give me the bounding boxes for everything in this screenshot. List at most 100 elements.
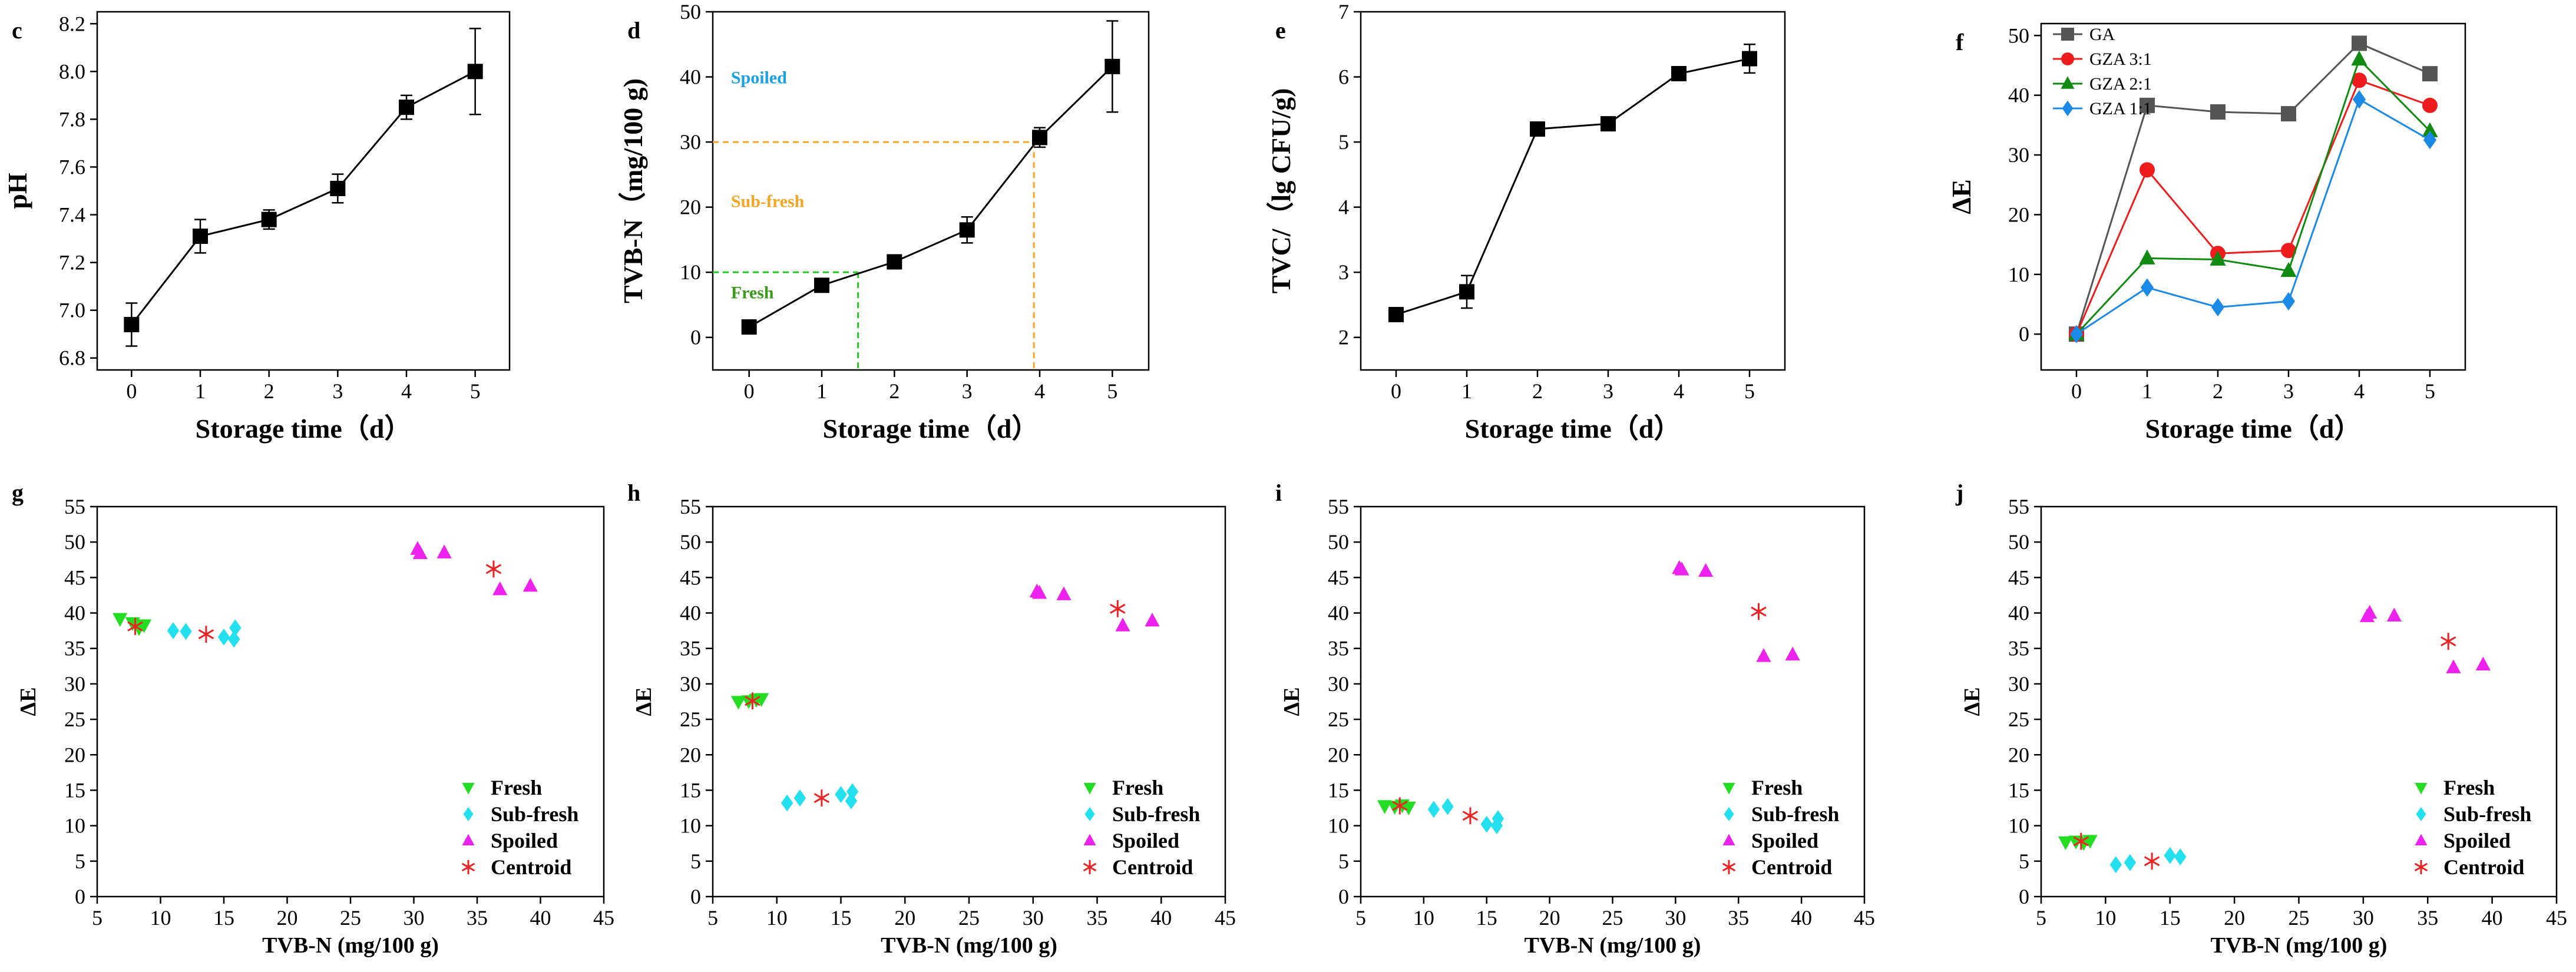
x-axis-title: TVB-N (mg/100 g) [881,933,1057,958]
x-tick-label: 2 [264,379,275,403]
panel-label: c [12,17,22,44]
y-tick-label: 55 [2008,495,2029,518]
x-tick-label: 30 [1023,906,1044,930]
x-axis-title: TVB-N (mg/100 g) [1525,933,1701,958]
x-tick-label: 5 [1744,379,1755,403]
x-tick-label: 0 [126,379,137,403]
data-point [1401,801,1416,816]
x-tick-label: 25 [958,906,980,930]
x-tick-label: 5 [1355,906,1366,930]
x-tick-label: 40 [2482,906,2503,930]
chart-panel-c: 0 1 2 3 4 5 6.8 7.0 7.2 7.4 7.6 7.8 8.0 8.2 Storage ti… [2,11,511,444]
y-tick-label: 10 [2008,814,2029,838]
legend-label: Spoiled [2443,829,2511,852]
legend-label: Sub-fresh [491,802,578,826]
x-tick-label: 15 [831,906,852,930]
legend-marker [2061,28,2074,41]
legend-label: Sub-fresh [1112,802,1200,826]
y-tick-label: 50 [680,0,701,24]
y-tick-label: 15 [680,778,701,802]
data-point [2446,659,2461,673]
y-tick-label: 10 [680,814,701,838]
x-axis-title: Storage time（d） [1465,414,1681,444]
data-point [2281,292,2296,311]
data-point [1459,284,1474,300]
x-tick-label: 20 [1539,906,1560,930]
series-centroid [127,560,502,643]
y-tick-label: 25 [680,707,701,731]
data-point [193,229,208,244]
data-point [1427,801,1440,818]
y-axis-title: ΔE [1279,687,1304,716]
y-tick-label: 45 [64,566,85,589]
x-axis-title: TVB-N (mg/100 g) [262,933,439,958]
x-tick-label: 3 [2283,379,2294,403]
series-spoiled [1029,583,1160,632]
data-point [217,629,230,646]
data-point [437,544,452,558]
data-point [229,619,242,637]
series-ph [124,28,483,347]
chart-panel-e: 0 1 2 3 4 5 2 3 4 5 6 7 Storage time（d） TVC/（lg CFU/g… [1266,0,1786,444]
y-tick-label: 8.0 [59,59,85,83]
y-tick-label: 15 [1328,778,1349,802]
data-point [2351,50,2367,66]
data-point [2058,836,2074,851]
y-tick-label: 5 [1338,849,1349,873]
data-point [1756,648,1771,662]
y-tick-label: 15 [2008,778,2029,802]
y-tick-label: 7.0 [59,299,85,322]
y-tick-label: 7.6 [59,155,85,178]
y-tick-label: 0 [75,885,85,908]
y-tick-label: 30 [680,672,701,696]
y-axis-title: ΔE [1946,179,1976,214]
series-sub-fresh [781,783,859,812]
data-point [180,623,192,640]
legend-marker [461,860,475,874]
x-tick-label: 0 [1391,379,1401,403]
data-point [2422,97,2438,113]
y-tick-label: 50 [2008,24,2029,47]
panel-label: i [1275,480,1282,506]
legend-marker [2061,52,2074,65]
y-axis-title: TVB-N（mg/100 g) [618,78,648,303]
legend-marker [1722,860,1736,874]
data-point [1480,815,1493,833]
x-tick-label: 30 [404,906,425,930]
y-tick-label: 50 [680,530,701,554]
legend-label: Spoiled [1751,829,1818,852]
y-tick-label: 50 [2008,530,2029,554]
legend-label: GZA 1:1 [2089,99,2152,118]
legend-label: Centroid [1751,855,1832,879]
series-line [2075,58,2431,335]
series-line [748,65,1113,328]
series-centroid [1392,603,1767,825]
data-point [1032,585,1047,599]
legend-marker [1083,834,1096,845]
data-point [124,316,140,332]
series-line [1396,58,1750,316]
data-point [113,613,128,627]
legend-marker [2416,807,2426,821]
x-tick-label: 10 [1413,906,1434,930]
panel-label: g [12,480,24,506]
y-tick-label: 0 [690,326,701,349]
y-tick-label: 20 [1328,743,1349,766]
x-tick-label: 3 [962,379,973,403]
data-point [1462,807,1479,825]
data-point [485,560,502,578]
x-tick-label: 3 [332,379,343,403]
data-point [1671,66,1687,82]
series-sub-fresh [1427,798,1504,835]
legend-label: GA [2089,25,2115,44]
y-tick-label: 35 [1328,637,1349,660]
legend-marker [1724,807,1734,821]
data-point [2124,854,2137,871]
legend-marker [2061,76,2075,89]
legend-label: Fresh [1751,776,1803,799]
x-tick-label: 45 [1215,906,1236,930]
data-point [781,794,793,812]
legend-label: Sub-fresh [2443,802,2531,826]
data-point [2280,262,2297,277]
